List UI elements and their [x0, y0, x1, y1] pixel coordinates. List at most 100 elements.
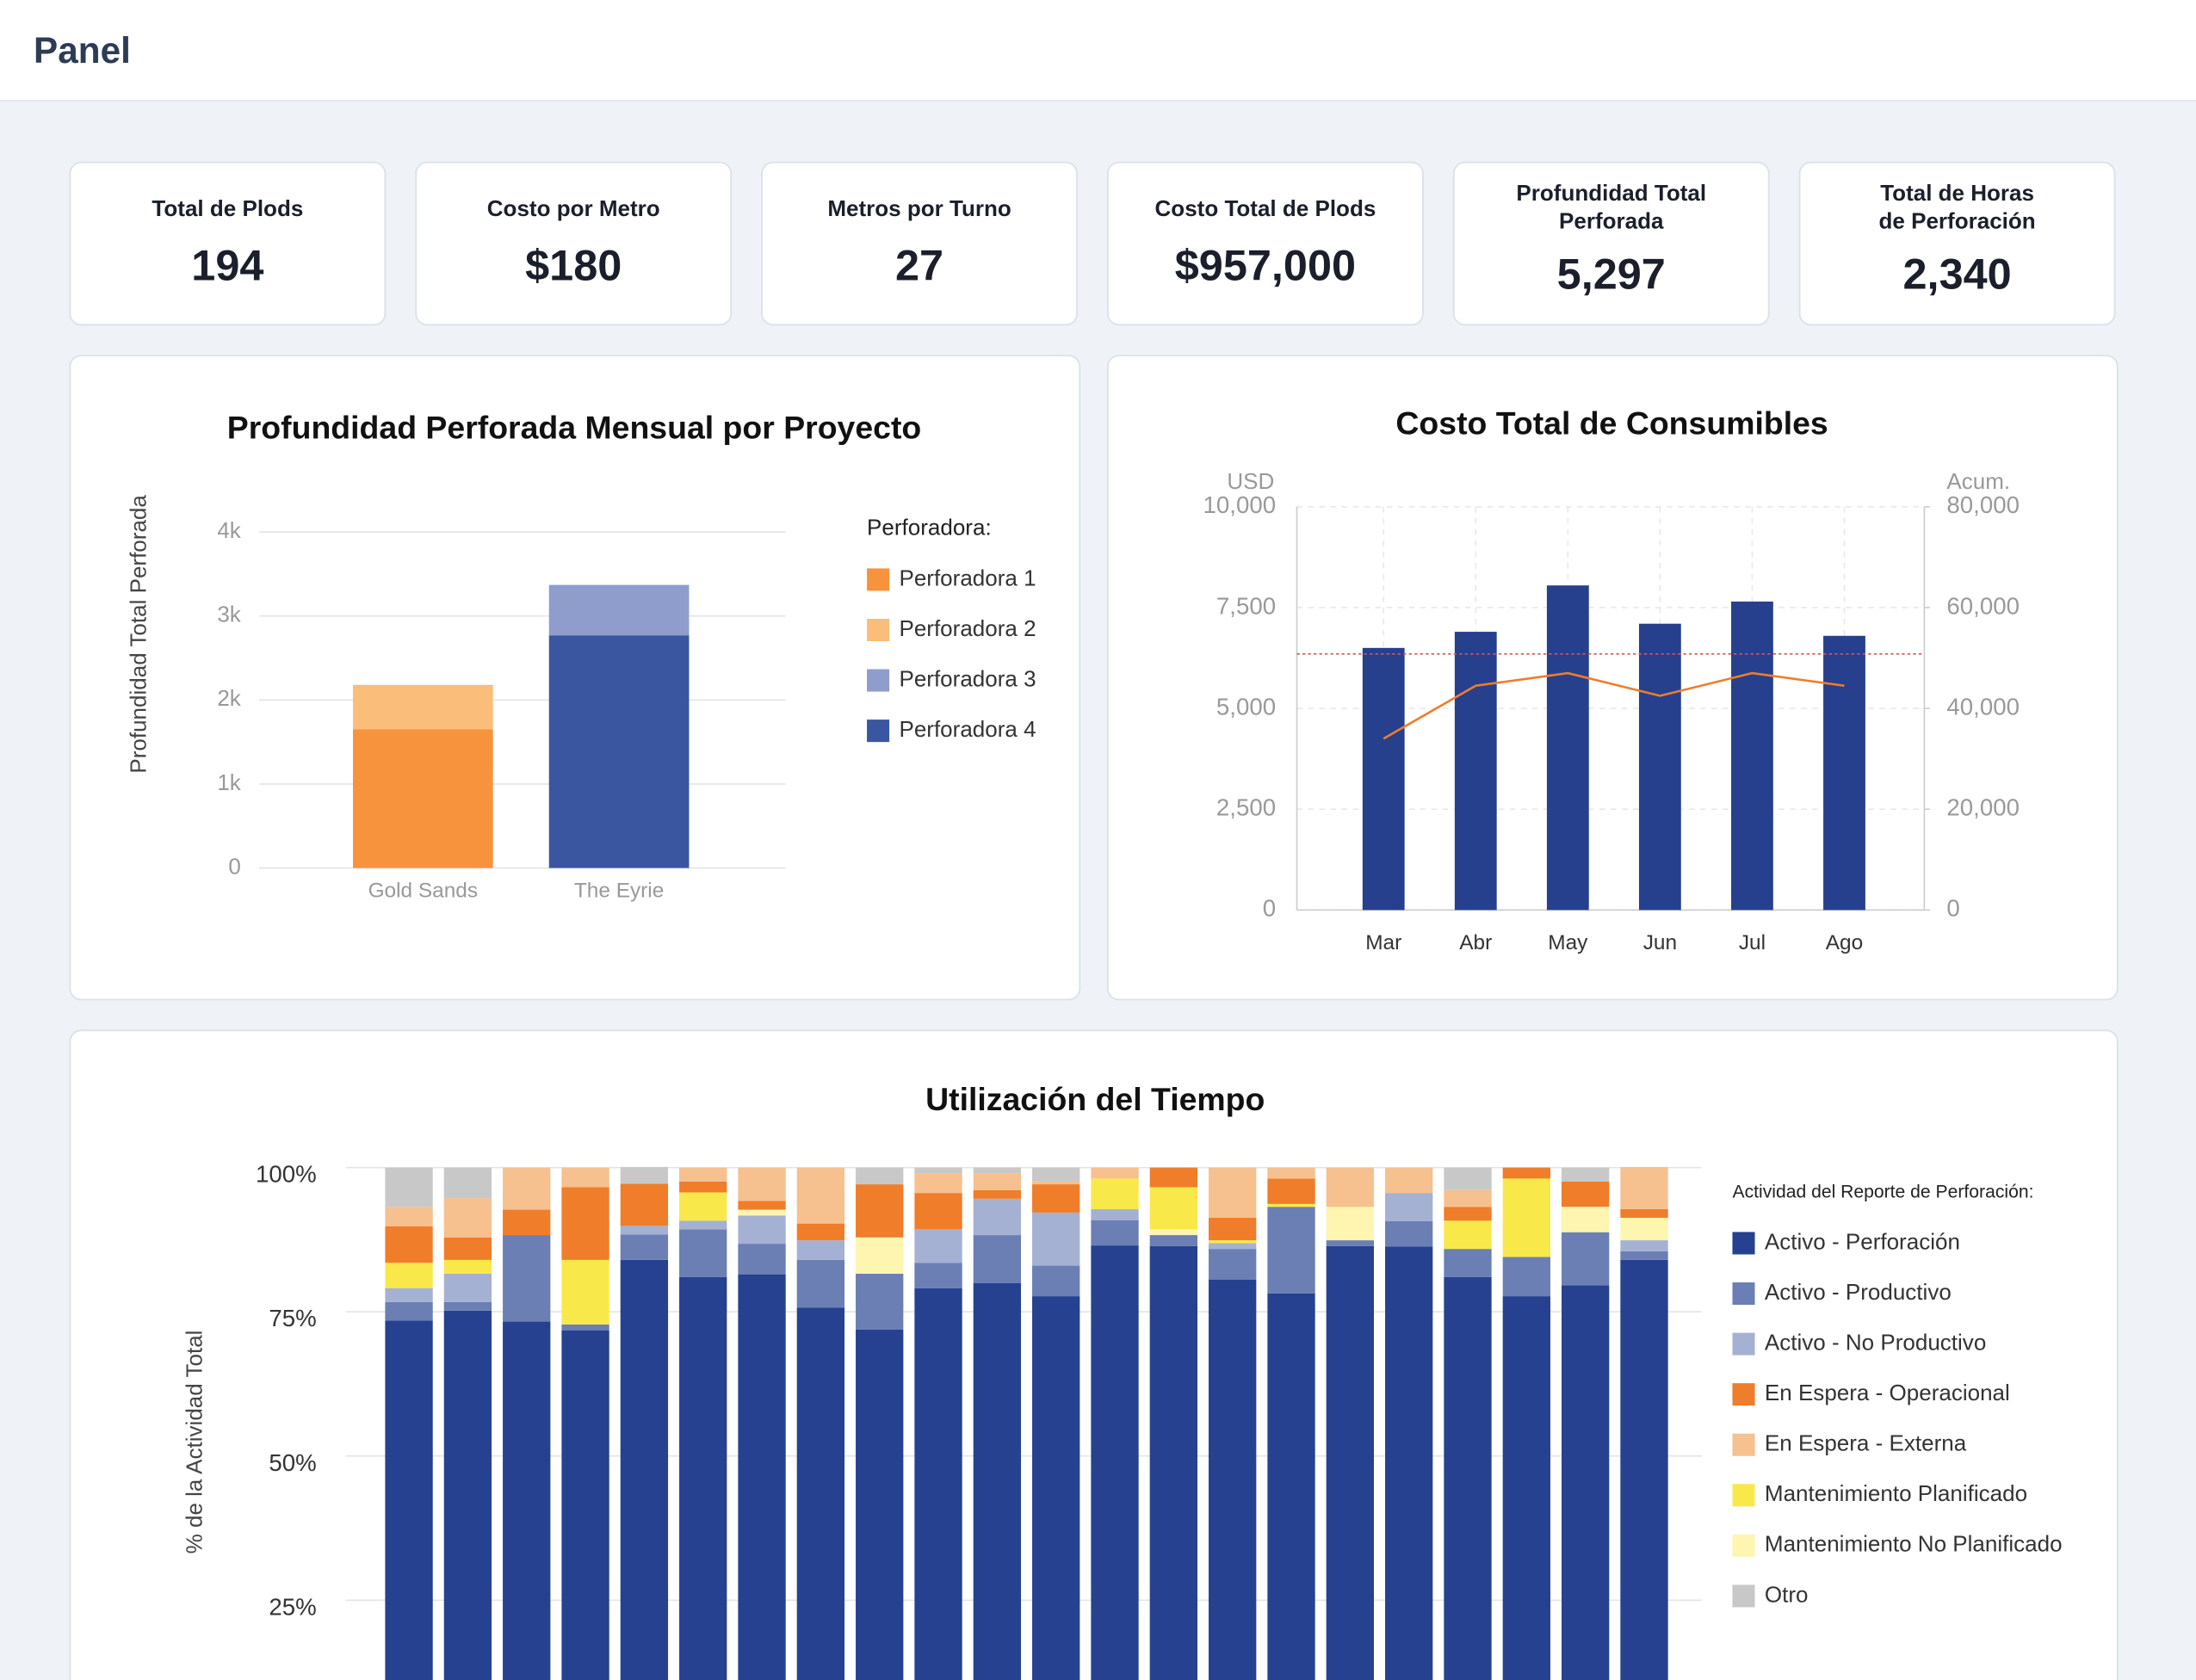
- x-tick-label: Jun: [1643, 931, 1677, 954]
- bar-segment: [561, 1167, 609, 1188]
- y-tick-label: 4k: [217, 517, 241, 543]
- bar: [1638, 623, 1681, 911]
- bar-segment: [1209, 1167, 1257, 1218]
- x-tick-label: Ago: [1826, 931, 1863, 954]
- kpi-card: [1106, 161, 1424, 326]
- bar-segment: [1326, 1245, 1375, 1680]
- bar-segment: [503, 1167, 551, 1210]
- kpi-title: Total de Horas: [1880, 180, 2034, 206]
- bar-segment: [796, 1240, 845, 1260]
- legend-swatch: [1732, 1484, 1755, 1507]
- bar-segment: [385, 1207, 433, 1226]
- bar-segment: [1149, 1235, 1198, 1246]
- bar-segment: [1032, 1296, 1080, 1680]
- header-title: Panel: [34, 30, 131, 71]
- bar-segment: [973, 1173, 1022, 1190]
- bar: [1823, 635, 1865, 911]
- bar-segment: [385, 1263, 433, 1288]
- bar-segment: [1149, 1245, 1198, 1680]
- kpi-value: 194: [191, 241, 263, 290]
- x-tick-label: Gold Sands: [368, 880, 478, 903]
- y2-tick-label: 40,000: [1946, 693, 2020, 720]
- y2-tick-label: 80,000: [1946, 491, 2020, 518]
- bar-segment: [679, 1229, 727, 1277]
- bar-segment: [1267, 1167, 1315, 1179]
- legend-label: En Espera - Externa: [1765, 1430, 1967, 1456]
- y-tick-label: 2,500: [1216, 794, 1276, 821]
- bar-segment: [620, 1166, 669, 1184]
- bar-segment: [1267, 1203, 1315, 1208]
- bar-segment: [1326, 1240, 1375, 1246]
- kpi-value: $957,000: [1175, 241, 1356, 290]
- bar-segment: [796, 1259, 845, 1308]
- bar-segment: [1620, 1166, 1668, 1209]
- bar-segment: [1267, 1293, 1315, 1680]
- bar-segment: [561, 1259, 609, 1325]
- bar-segment: [1032, 1184, 1080, 1213]
- y-axis-label: USD: [1227, 468, 1274, 494]
- y-axis-label: Profundidad Total Perforada: [126, 495, 152, 774]
- bar-segment: [1209, 1279, 1257, 1680]
- bar-segment: [1032, 1181, 1080, 1185]
- kpi-value: 27: [895, 241, 943, 290]
- bar-segment: [738, 1215, 786, 1245]
- legend-swatch: [1732, 1534, 1755, 1557]
- bar-segment: [1444, 1220, 1492, 1250]
- y-tick-label: 75%: [269, 1305, 316, 1331]
- bar-segment: [1385, 1220, 1433, 1247]
- y-axis-label: % de la Actividad Total: [182, 1331, 207, 1554]
- bar-segment: [1091, 1178, 1139, 1209]
- bar: [1546, 585, 1589, 911]
- header-bar: [0, 0, 2196, 102]
- bar-segment: [1444, 1189, 1492, 1208]
- bar-segment: [1091, 1167, 1139, 1179]
- bar-segment: [548, 635, 690, 868]
- bar-segment: [385, 1301, 433, 1321]
- bar-segment: [1385, 1193, 1433, 1221]
- bar-segment: [620, 1234, 669, 1260]
- bar-segment: [385, 1288, 433, 1302]
- bar-segment: [1562, 1181, 1610, 1208]
- panel: [1106, 355, 2119, 1001]
- bar-segment: [738, 1209, 786, 1216]
- bar-segment: [1209, 1243, 1257, 1250]
- bar-segment: [796, 1223, 845, 1241]
- bar-segment: [973, 1198, 1022, 1236]
- legend-swatch: [1732, 1282, 1755, 1306]
- bar-segment: [620, 1259, 669, 1680]
- bar-segment: [1620, 1240, 1668, 1251]
- x-tick-label: Jul: [1739, 931, 1766, 954]
- kpi-title: de Perforación: [1879, 208, 2036, 234]
- bar-segment: [738, 1167, 786, 1201]
- y-tick-label: 5,000: [1216, 693, 1276, 720]
- x-tick-label: Abr: [1459, 931, 1492, 954]
- legend-swatch: [867, 720, 890, 743]
- bar-segment: [1091, 1220, 1139, 1246]
- bar-segment: [503, 1321, 551, 1680]
- y2-tick-label: 0: [1946, 895, 1959, 922]
- bar-segment: [856, 1329, 904, 1680]
- bar-segment: [1209, 1217, 1257, 1241]
- x-tick-label: The Eyrie: [574, 880, 664, 903]
- bar-segment: [443, 1237, 492, 1260]
- legend-label: Perforadora 2: [899, 615, 1036, 641]
- bar-segment: [914, 1193, 962, 1230]
- bar: [1362, 647, 1405, 911]
- bar-segment: [914, 1229, 962, 1263]
- bar-segment: [1385, 1246, 1433, 1680]
- y2-tick-label: 20,000: [1946, 794, 2020, 821]
- bar-segment: [503, 1209, 551, 1236]
- legend-swatch: [867, 618, 890, 642]
- bar-segment: [1620, 1251, 1668, 1260]
- bar-segment: [738, 1274, 786, 1680]
- bar-segment: [1444, 1207, 1492, 1221]
- bar-segment: [620, 1226, 669, 1235]
- bar-segment: [443, 1301, 492, 1311]
- legend-label: Perforadora 1: [899, 565, 1036, 590]
- legend-label: Mantenimiento Planificado: [1765, 1480, 2027, 1506]
- bar-segment: [973, 1235, 1022, 1283]
- y-tick-label: 50%: [269, 1449, 316, 1476]
- kpi-card: [69, 161, 387, 326]
- bar-segment: [352, 684, 493, 730]
- legend-title: Actividad del Reporte de Perforación:: [1732, 1182, 2033, 1201]
